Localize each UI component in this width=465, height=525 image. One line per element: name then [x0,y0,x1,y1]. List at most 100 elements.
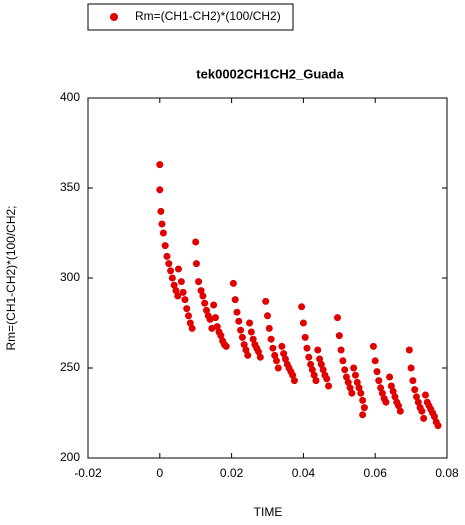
point [158,220,166,228]
point [269,344,277,352]
x-tick-label: 0.02 [220,466,244,480]
point [407,364,415,372]
point [351,371,359,379]
point [355,384,363,392]
point [181,296,189,304]
point [179,288,187,296]
point [373,368,381,376]
point [246,319,254,327]
point [156,161,164,169]
legend-marker [110,13,118,21]
point [405,346,413,354]
point [278,342,286,350]
y-tick-label: 200 [60,450,80,464]
y-tick-label: 300 [60,270,80,284]
point [195,278,203,286]
point [387,382,395,390]
point [244,351,252,359]
point [167,267,175,275]
point [308,366,316,374]
point [222,342,230,350]
point [262,297,270,305]
point [249,335,257,343]
point [185,312,193,320]
point [172,287,180,295]
point [217,332,225,340]
point [310,371,318,379]
point [213,323,221,331]
point [229,279,237,287]
plot-frame [87,97,448,459]
point [301,333,309,341]
point [197,287,205,295]
point [420,414,428,422]
point [307,360,315,368]
y-tick-label: 400 [60,90,80,104]
point [235,317,243,325]
point [170,281,178,289]
point [238,333,246,341]
point [342,373,350,381]
point [312,377,320,385]
legend-box [87,3,294,31]
point [344,378,352,386]
x-tick-label: -0.02 [74,466,102,480]
point [201,299,209,307]
point [163,252,171,260]
point [317,360,325,368]
point [188,324,196,332]
point [231,296,239,304]
point [240,341,248,349]
point [325,382,333,390]
point [353,378,361,386]
point [409,377,417,385]
point [359,411,367,419]
y-axis-label: Rm=(CH1-CH2)*(100/CH2; [4,205,18,350]
point [359,396,367,404]
point [305,353,313,361]
y-tick-label: 350 [60,180,80,194]
point [289,371,297,379]
point [334,314,342,322]
point [299,319,307,327]
x-tick-label: 0 [156,466,163,480]
point [391,393,399,401]
point [233,308,241,316]
point [192,260,200,268]
point [434,422,442,430]
point [168,274,176,282]
point [314,346,322,354]
point [411,386,419,394]
point [337,346,345,354]
point [165,260,173,268]
point [341,366,349,374]
point [255,348,263,356]
point [378,389,386,397]
point [174,292,182,300]
point [339,357,347,365]
point [183,305,191,313]
point [386,373,394,381]
x-tick-label: 0.06 [364,466,388,480]
x-tick-label: 0.08 [435,466,459,480]
point [298,303,306,311]
point [389,387,397,395]
point [161,242,169,250]
point [256,353,264,361]
point [396,407,404,415]
point [206,315,214,323]
point [265,324,273,332]
point [157,207,165,215]
point [237,326,245,334]
point [290,377,298,385]
point [348,389,356,397]
x-axis-label: TIME [254,505,283,519]
point [319,366,327,374]
point [418,407,426,415]
point [323,375,331,383]
point [357,389,365,397]
point [156,186,164,194]
point [159,229,167,237]
point [414,398,422,406]
point [271,351,279,359]
